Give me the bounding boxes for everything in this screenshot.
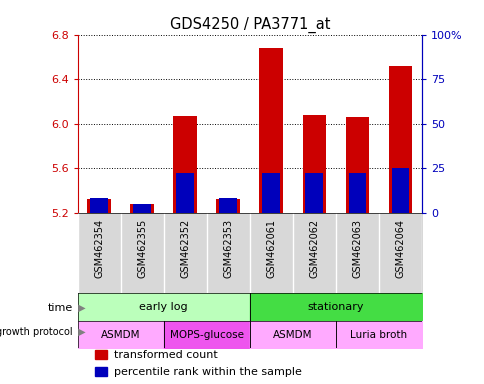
Bar — [219, 199, 237, 213]
Bar — [348, 174, 365, 213]
Text: GSM462355: GSM462355 — [137, 219, 147, 278]
Text: GSM462063: GSM462063 — [352, 219, 362, 278]
Text: GSM462352: GSM462352 — [180, 219, 190, 278]
Bar — [259, 48, 283, 213]
Text: Luria broth: Luria broth — [349, 329, 407, 339]
Text: GSM462064: GSM462064 — [394, 219, 405, 278]
Text: ▶: ▶ — [75, 303, 86, 313]
Bar — [216, 199, 240, 213]
Bar — [305, 174, 322, 213]
Text: GSM462062: GSM462062 — [309, 219, 318, 278]
Text: stationary: stationary — [307, 302, 363, 312]
Bar — [176, 174, 194, 213]
Bar — [95, 350, 106, 359]
Bar — [262, 174, 280, 213]
Bar — [388, 66, 411, 213]
Bar — [302, 115, 326, 213]
Text: ▶: ▶ — [75, 327, 86, 337]
Text: ASMDM: ASMDM — [101, 329, 140, 339]
Bar — [87, 199, 111, 213]
Bar — [90, 199, 108, 213]
Bar — [95, 367, 106, 376]
Text: transformed count: transformed count — [114, 350, 217, 360]
Bar — [173, 116, 197, 213]
Text: GSM462354: GSM462354 — [94, 219, 104, 278]
Text: MOPS-glucose: MOPS-glucose — [169, 329, 243, 339]
Text: ASMDM: ASMDM — [272, 329, 312, 339]
Text: percentile rank within the sample: percentile rank within the sample — [114, 367, 301, 377]
Text: early log: early log — [139, 302, 188, 312]
Bar — [391, 168, 408, 213]
Bar — [130, 204, 154, 213]
Title: GDS4250 / PA3771_at: GDS4250 / PA3771_at — [169, 17, 329, 33]
Text: growth protocol: growth protocol — [0, 327, 73, 337]
Text: time: time — [47, 303, 73, 313]
Bar — [345, 117, 368, 213]
Text: GSM462061: GSM462061 — [266, 219, 276, 278]
Bar — [133, 204, 151, 213]
Text: GSM462353: GSM462353 — [223, 219, 233, 278]
